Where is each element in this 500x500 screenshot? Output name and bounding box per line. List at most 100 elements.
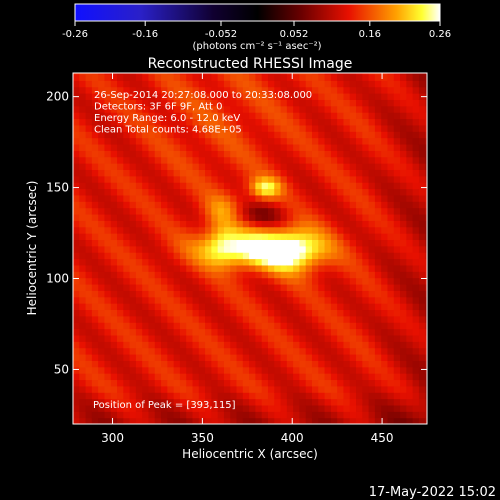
heatmap-cell: [236, 322, 244, 330]
heatmap-cell: [205, 347, 212, 355]
heatmap-cell: [148, 315, 156, 323]
heatmap-cell: [198, 194, 206, 202]
heatmap-cell: [98, 360, 106, 368]
heatmap-cell: [274, 156, 282, 164]
heatmap-cell: [161, 194, 168, 202]
heatmap-cell: [311, 131, 319, 139]
heatmap-cell: [129, 379, 137, 387]
heatmap-cell: [167, 93, 175, 100]
heatmap-cell: [186, 379, 194, 387]
heatmap-cell: [154, 169, 162, 177]
heatmap-cell: [255, 105, 263, 113]
heatmap-cell: [393, 379, 401, 387]
heatmap-cell: [349, 328, 357, 336]
heatmap-cell: [142, 264, 150, 272]
heatmap-cell: [356, 233, 363, 241]
heatmap-cell: [104, 366, 112, 374]
heatmap-cell: [349, 271, 357, 279]
heatmap-cell: [267, 188, 275, 196]
heatmap-cell: [91, 366, 99, 374]
heatmap-cell: [148, 194, 156, 202]
heatmap-cell: [173, 131, 181, 139]
heatmap-cell: [192, 290, 200, 298]
heatmap-cell: [85, 277, 93, 285]
heatmap-cell: [104, 252, 112, 260]
heatmap-cell: [205, 213, 212, 221]
heatmap-cell: [217, 143, 225, 151]
heatmap-cell: [117, 264, 124, 272]
heatmap-cell: [129, 118, 137, 126]
heatmap-cell: [236, 99, 244, 107]
heatmap-cell: [255, 271, 263, 279]
heatmap-cell: [123, 207, 131, 215]
heatmap-cell: [368, 373, 376, 381]
heatmap-cell: [318, 360, 326, 368]
heatmap-cell: [161, 353, 168, 361]
heatmap-cell: [230, 201, 238, 209]
heatmap-cell: [223, 93, 231, 100]
heatmap-cell: [362, 118, 370, 126]
heatmap-cell: [387, 417, 395, 424]
heatmap-cell: [267, 252, 275, 260]
heatmap-cell: [368, 93, 376, 100]
heatmap-cell: [311, 392, 319, 400]
heatmap-cell: [425, 201, 427, 209]
heatmap-cell: [73, 252, 80, 260]
heatmap-cell: [324, 194, 332, 202]
heatmap-cell: [311, 239, 319, 247]
heatmap-cell: [280, 264, 288, 272]
heatmap-cell: [368, 328, 376, 336]
heatmap-cell: [110, 86, 118, 94]
heatmap-cell: [255, 182, 263, 190]
heatmap-cell: [85, 271, 93, 279]
heatmap-cell: [230, 309, 238, 317]
heatmap-cell: [167, 404, 175, 412]
heatmap-cell: [267, 404, 275, 412]
heatmap-cell: [349, 264, 357, 272]
heatmap-cell: [236, 201, 244, 209]
heatmap-cell: [249, 309, 256, 317]
heatmap-cell: [179, 169, 187, 177]
heatmap-cell: [179, 258, 187, 266]
heatmap-cell: [418, 385, 426, 393]
heatmap-cell: [299, 353, 307, 361]
heatmap-cell: [274, 175, 282, 183]
heatmap-cell: [211, 156, 219, 164]
heatmap-cell: [186, 245, 194, 253]
heatmap-cell: [425, 194, 427, 202]
heatmap-cell: [79, 143, 87, 151]
heatmap-cell: [91, 80, 99, 88]
heatmap-cell: [374, 226, 382, 234]
heatmap-cell: [242, 411, 250, 419]
heatmap-cell: [73, 105, 80, 113]
heatmap-cell: [400, 201, 407, 209]
heatmap-cell: [299, 124, 307, 132]
heatmap-cell: [179, 175, 187, 183]
heatmap-cell: [142, 131, 150, 139]
heatmap-cell: [223, 353, 231, 361]
heatmap-cell: [274, 118, 282, 126]
heatmap-cell: [261, 156, 269, 164]
heatmap-cell: [349, 385, 357, 393]
heatmap-cell: [148, 112, 156, 120]
heatmap-cell: [117, 201, 124, 209]
heatmap-cell: [110, 194, 118, 202]
heatmap-cell: [242, 334, 250, 342]
heatmap-cell: [249, 80, 256, 88]
heatmap-cell: [179, 137, 187, 145]
heatmap-cell: [223, 264, 231, 272]
heatmap-cell: [324, 398, 332, 406]
heatmap-cell: [324, 73, 332, 81]
heatmap-cell: [387, 73, 395, 81]
heatmap-cell: [261, 379, 269, 387]
heatmap-cell: [236, 290, 244, 298]
heatmap-cell: [79, 175, 87, 183]
heatmap-cell: [368, 417, 376, 424]
heatmap-cell: [161, 296, 168, 304]
heatmap-cell: [161, 277, 168, 285]
heatmap-cell: [418, 207, 426, 215]
heatmap-cell: [242, 303, 250, 311]
heatmap-cell: [142, 226, 150, 234]
heatmap-cell: [374, 353, 382, 361]
heatmap-cell: [242, 112, 250, 120]
